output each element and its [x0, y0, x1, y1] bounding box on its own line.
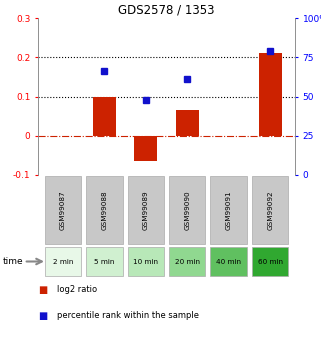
- Bar: [169, 176, 205, 244]
- Bar: [252, 176, 288, 244]
- Text: ■: ■: [38, 285, 47, 295]
- Text: time: time: [3, 257, 24, 266]
- Text: GSM99090: GSM99090: [184, 190, 190, 230]
- Text: 40 min: 40 min: [216, 258, 241, 265]
- Bar: [127, 247, 164, 276]
- Text: GSM99091: GSM99091: [226, 190, 232, 230]
- Text: 10 min: 10 min: [133, 258, 158, 265]
- Text: GSM99089: GSM99089: [143, 190, 149, 230]
- Bar: [93, 97, 116, 136]
- Bar: [211, 176, 247, 244]
- Bar: [134, 136, 157, 161]
- Bar: [86, 176, 123, 244]
- Text: GSM99092: GSM99092: [267, 190, 273, 230]
- Text: GSM99088: GSM99088: [101, 190, 107, 230]
- Text: ■: ■: [38, 311, 47, 321]
- Bar: [45, 176, 81, 244]
- Bar: [252, 247, 288, 276]
- Title: GDS2578 / 1353: GDS2578 / 1353: [118, 4, 215, 17]
- Bar: [259, 53, 282, 136]
- Bar: [211, 247, 247, 276]
- Text: GSM99087: GSM99087: [60, 190, 66, 230]
- Text: 2 min: 2 min: [53, 258, 73, 265]
- Text: log2 ratio: log2 ratio: [57, 286, 97, 295]
- Text: 5 min: 5 min: [94, 258, 115, 265]
- Bar: [45, 247, 81, 276]
- Bar: [86, 247, 123, 276]
- Text: 20 min: 20 min: [175, 258, 200, 265]
- Bar: [176, 110, 199, 136]
- Text: 60 min: 60 min: [258, 258, 282, 265]
- Bar: [127, 176, 164, 244]
- Bar: [169, 247, 205, 276]
- Text: percentile rank within the sample: percentile rank within the sample: [57, 312, 199, 321]
